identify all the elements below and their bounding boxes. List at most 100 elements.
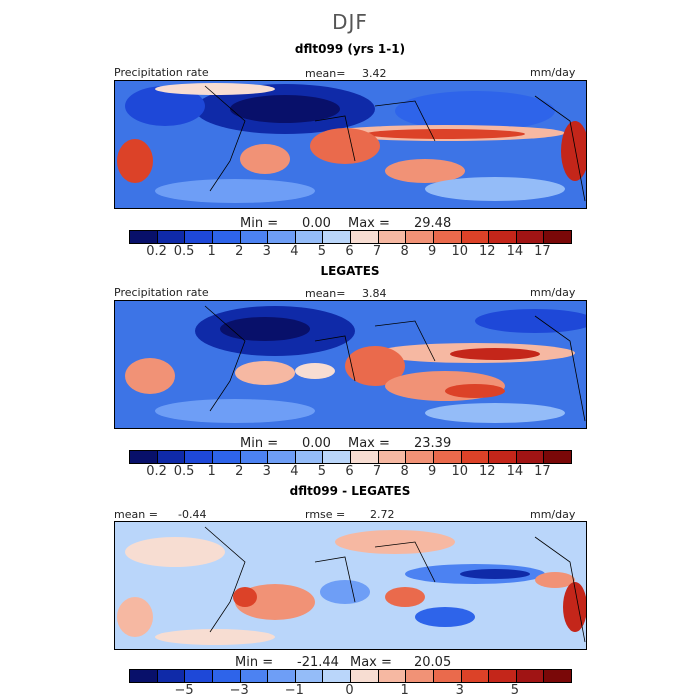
colorbar-tick-label: 14 — [506, 244, 524, 259]
panel2-min-label: Min = — [240, 436, 279, 451]
panel3-max-value: 20.05 — [414, 655, 452, 670]
panel3-rmse-value: 2.72 — [370, 508, 395, 521]
colorbar-tick-label: 2 — [235, 244, 244, 259]
colorbar-tick-label: 5 — [317, 464, 327, 479]
colorbar-swatch — [351, 231, 379, 243]
colorbar-swatch — [185, 451, 213, 463]
colorbar-swatch — [323, 231, 351, 243]
colorbar-swatch — [240, 670, 269, 682]
panel2-max-value: 23.39 — [414, 436, 452, 451]
colorbar-swatch — [323, 670, 351, 682]
colorbar-tick-label: −1 — [284, 683, 304, 698]
colorbar-swatch — [212, 231, 241, 243]
panel1-variable-label: Precipitation rate — [114, 66, 209, 79]
colorbar-tick-label: 6 — [345, 464, 354, 479]
colorbar-tick-label: 7 — [372, 244, 382, 259]
panel3-max-label: Max = — [350, 655, 392, 670]
colorbar-swatch — [295, 670, 324, 682]
panel2-colorbar — [129, 450, 572, 464]
colorbar-swatch — [433, 231, 462, 243]
panel3-map — [114, 521, 587, 650]
colorbar-swatch — [544, 231, 571, 243]
colorbar-swatch — [461, 231, 490, 243]
colorbar-swatch — [489, 451, 517, 463]
panel1-min-value: 0.00 — [302, 216, 331, 231]
colorbar-swatch — [516, 451, 545, 463]
colorbar-tick-label: 9 — [428, 464, 437, 479]
colorbar-swatch — [406, 451, 434, 463]
colorbar-swatch — [406, 231, 434, 243]
colorbar-swatch — [489, 670, 517, 682]
colorbar-tick-label: 0.2 — [146, 244, 167, 259]
colorbar-tick-label: 3 — [262, 244, 271, 259]
colorbar-tick-label: 5 — [510, 683, 520, 698]
colorbar-tick-label: 0.2 — [146, 464, 167, 479]
colorbar-tick-label: 2 — [235, 464, 244, 479]
panel1-colorbar-ticks: 0.2 0.5 1 2 3 4 5 6 7 8 9 10 12 14 17 — [0, 244, 700, 260]
colorbar-swatch — [406, 670, 434, 682]
panel3-rmse-label: rmse = — [305, 508, 346, 521]
colorbar-tick-label: 0.5 — [173, 244, 195, 259]
colorbar-tick-label: 12 — [479, 244, 496, 259]
colorbar-swatch — [240, 231, 269, 243]
colorbar-swatch — [544, 670, 571, 682]
colorbar-tick-label: 4 — [290, 464, 299, 479]
colorbar-swatch — [130, 670, 158, 682]
colorbar-tick-label: 10 — [451, 244, 469, 259]
colorbar-tick-label: 9 — [428, 244, 437, 259]
colorbar-swatch — [185, 231, 213, 243]
colorbar-swatch — [351, 670, 379, 682]
colorbar-swatch — [268, 670, 296, 682]
colorbar-tick-label: 3 — [455, 683, 464, 698]
colorbar-swatch — [212, 451, 241, 463]
colorbar-swatch — [433, 670, 462, 682]
panel3-colorbar — [129, 669, 572, 683]
panel1-mean-value: 3.42 — [362, 67, 387, 80]
panel2-map — [114, 300, 587, 429]
colorbar-swatch — [461, 451, 490, 463]
figure-title: DJF — [332, 10, 368, 34]
colorbar-swatch — [461, 670, 490, 682]
panel3-units: mm/day — [530, 508, 576, 521]
colorbar-swatch — [489, 231, 517, 243]
panel2-variable-label: Precipitation rate — [114, 286, 209, 299]
colorbar-swatch — [516, 231, 545, 243]
panel1-min-label: Min = — [240, 216, 279, 231]
panel2-colorbar-ticks: 0.2 0.5 1 2 3 4 5 6 7 8 9 10 12 14 17 — [0, 464, 700, 480]
colorbar-tick-label: 12 — [479, 464, 496, 479]
panel2-min-value: 0.00 — [302, 436, 331, 451]
panel1-units: mm/day — [530, 66, 576, 79]
panel2-title: LEGATES — [320, 264, 380, 278]
colorbar-swatch — [157, 231, 186, 243]
colorbar-tick-label: 1 — [400, 683, 409, 698]
colorbar-swatch — [212, 670, 241, 682]
colorbar-tick-label: 1 — [207, 464, 216, 479]
colorbar-tick-label: 7 — [372, 464, 382, 479]
colorbar-swatch — [433, 451, 462, 463]
panel1-max-value: 29.48 — [414, 216, 452, 231]
colorbar-swatch — [544, 451, 571, 463]
colorbar-swatch — [240, 451, 269, 463]
colorbar-tick-label: 10 — [451, 464, 469, 479]
colorbar-tick-label: 17 — [534, 464, 551, 479]
panel1-title: dflt099 (yrs 1-1) — [294, 42, 406, 56]
colorbar-swatch — [185, 670, 213, 682]
panel3-mean-value: -0.44 — [178, 508, 207, 521]
colorbar-swatch — [268, 231, 296, 243]
colorbar-tick-label: 0 — [345, 683, 354, 698]
colorbar-tick-label: 6 — [345, 244, 354, 259]
colorbar-tick-label: 3 — [262, 464, 271, 479]
colorbar-swatch — [378, 451, 407, 463]
colorbar-swatch — [516, 670, 545, 682]
colorbar-swatch — [157, 451, 186, 463]
panel1-mean-label: mean= — [305, 67, 346, 80]
colorbar-tick-label: 0.5 — [173, 464, 195, 479]
panel1-max-label: Max = — [348, 216, 390, 231]
colorbar-tick-label: 5 — [317, 244, 327, 259]
panel3-colorbar-ticks: −5 −3 −1 0 1 3 5 — [0, 683, 700, 699]
colorbar-swatch — [295, 451, 324, 463]
colorbar-tick-label: 4 — [290, 244, 299, 259]
colorbar-swatch — [323, 451, 351, 463]
panel3-min-label: Min = — [235, 655, 274, 670]
colorbar-tick-label: −3 — [229, 683, 249, 698]
